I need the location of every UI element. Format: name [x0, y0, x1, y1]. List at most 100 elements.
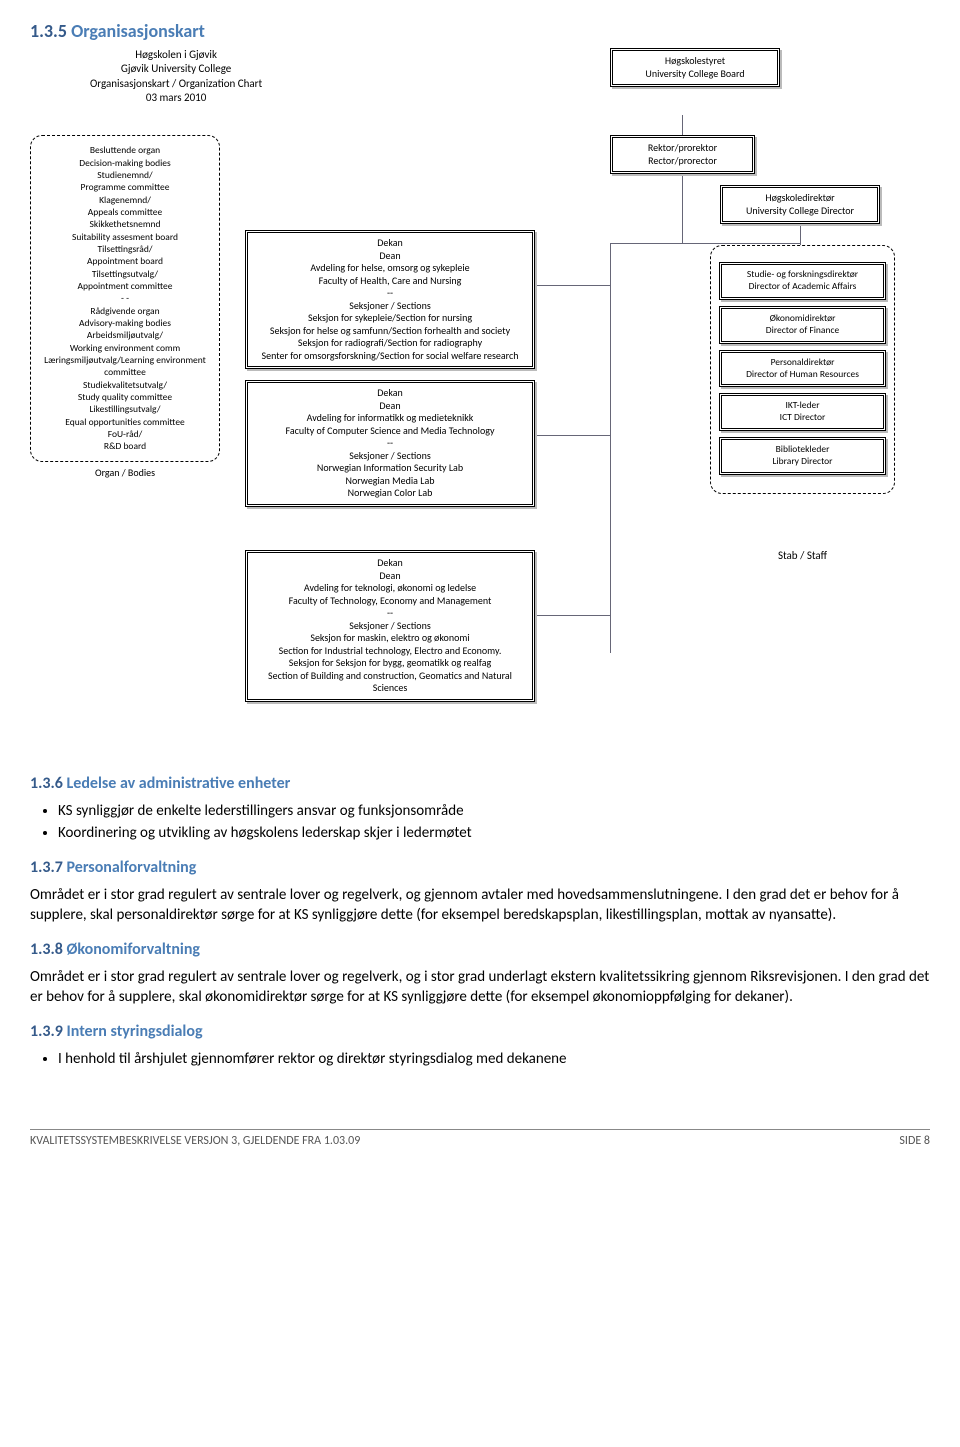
- sec-title: Personalforvaltning: [67, 858, 197, 877]
- connector: [682, 115, 683, 135]
- sec-num: 1.3.8: [30, 940, 63, 959]
- stab-item-box: IKT-lederICT Director: [719, 393, 886, 431]
- director-box: Høgskoledirektør University College Dire…: [720, 185, 880, 224]
- director-l2: University College Director: [733, 205, 867, 218]
- stab-item-l2: Director of Academic Affairs: [732, 281, 873, 293]
- bodies-caption: Organ / Bodies: [30, 466, 220, 479]
- stab-item-l2: Library Director: [732, 456, 873, 468]
- rector-box: Rektor/prorektor Rector/prorector: [610, 135, 755, 174]
- faculty-health-box: DekanDeanAvdeling for helse, omsorg og s…: [245, 230, 535, 369]
- stab-item-l2: ICT Director: [732, 412, 873, 424]
- box-line: Seksjon for sykepleie/Section for nursin…: [258, 312, 522, 325]
- box-line: Dekan: [258, 387, 522, 400]
- bodies-line: Likestillingsutvalg/: [37, 403, 213, 415]
- bodies-line: Suitability assesment board: [37, 231, 213, 243]
- box-line: --: [258, 437, 522, 450]
- bodies-line: Klagenemnd/: [37, 194, 213, 206]
- bullet: I henhold til årshjulet gjennomfører rek…: [58, 1049, 930, 1069]
- bullet: KS synliggjør de enkelte lederstillinger…: [58, 801, 930, 821]
- bodies-line: Equal opportunities committee: [37, 416, 213, 428]
- connector: [610, 243, 611, 653]
- box-line: Dekan: [258, 557, 522, 570]
- box-line: Sciences: [258, 682, 522, 695]
- bodies-line: Advisory-making bodies: [37, 317, 213, 329]
- bodies-line: Rådgivende organ: [37, 305, 213, 317]
- org-title: Høgskolen i Gjøvik Gjøvik University Col…: [90, 48, 262, 105]
- bullets-1-3-9: I henhold til årshjulet gjennomfører rek…: [58, 1049, 930, 1069]
- board-l1: Høgskolestyret: [623, 55, 767, 68]
- faculty-tech-box: DekanDeanAvdeling for teknologi, økonomi…: [245, 550, 535, 702]
- box-line: Avdeling for helse, omsorg og sykepleie: [258, 262, 522, 275]
- para-1-3-7: Området er i stor grad regulert av sentr…: [30, 885, 930, 926]
- box-line: --: [258, 287, 522, 300]
- box-line: Avdeling for teknologi, økonomi og ledel…: [258, 582, 522, 595]
- heading-1-3-6: 1.3.6 Ledelse av administrative enheter: [30, 773, 930, 795]
- bodies-line: Programme committee: [37, 181, 213, 193]
- org-title-l3: Organisasjonskart / Organization Chart: [90, 77, 262, 91]
- sec-title: Intern styringsdialog: [67, 1022, 203, 1041]
- box-line: Seksjon for radiografi/Section for radio…: [258, 337, 522, 350]
- connector: [532, 615, 610, 616]
- body-text: 1.3.6 Ledelse av administrative enheter …: [30, 773, 930, 1069]
- org-chart: Rektor/prorektor Rector/prorector Høgsko…: [30, 115, 930, 745]
- stab-item-l1: Personaldirektør: [732, 357, 873, 369]
- bodies-line: Working environment comm: [37, 342, 213, 354]
- page-footer: KVALITETSSYSTEMBESKRIVELSE VERSJON 3, GJ…: [30, 1129, 930, 1148]
- bodies-line: Arbeidsmiljøutvalg/: [37, 329, 213, 341]
- bodies-line: Besluttende organ: [37, 144, 213, 156]
- connector: [532, 285, 610, 286]
- bodies-line: Tilsettingsutvalg/: [37, 268, 213, 280]
- heading-1-3-9: 1.3.9 Intern styringsdialog: [30, 1021, 930, 1043]
- stab-item-box: Studie- og forskningsdirektørDirector of…: [719, 262, 886, 300]
- org-title-l1: Høgskolen i Gjøvik: [90, 48, 262, 62]
- stab-item-box: ØkonomidirektørDirector of Finance: [719, 306, 886, 344]
- sec-title: Økonomiforvaltning: [67, 940, 201, 959]
- box-line: --: [258, 607, 522, 620]
- chart-header: Høgskolen i Gjøvik Gjøvik University Col…: [30, 48, 930, 105]
- stab-item-l2: Director of Finance: [732, 325, 873, 337]
- sec-title: Ledelse av administrative enheter: [67, 774, 291, 793]
- bodies-line: Appointment committee: [37, 280, 213, 292]
- box-line: Norwegian Information Security Lab: [258, 462, 522, 475]
- box-line: Avdeling for informatikk og medieteknikk: [258, 412, 522, 425]
- box-line: Norwegian Color Lab: [258, 487, 522, 500]
- bodies-line: Studienemnd/: [37, 169, 213, 181]
- heading-1-3-5: 1.3.5 Organisasjonskart: [30, 20, 930, 42]
- bodies-line: Appointment board: [37, 255, 213, 267]
- director-l1: Høgskoledirektør: [733, 192, 867, 205]
- heading-1-3-7: 1.3.7 Personalforvaltning: [30, 857, 930, 879]
- bullets-1-3-6: KS synliggjør de enkelte lederstillinger…: [58, 801, 930, 844]
- bodies-group: Besluttende organDecision-making bodiesS…: [30, 135, 220, 479]
- bodies-box: Besluttende organDecision-making bodiesS…: [30, 135, 220, 462]
- sec-num: 1.3.6: [30, 774, 63, 793]
- stab-box: Studie- og forskningsdirektørDirector of…: [710, 245, 895, 494]
- bodies-line: FoU-råd/: [37, 428, 213, 440]
- footer-left: KVALITETSSYSTEMBESKRIVELSE VERSJON 3, GJ…: [30, 1134, 360, 1148]
- bodies-line: - -: [37, 292, 213, 304]
- bodies-line: Tilsettingsråd/: [37, 243, 213, 255]
- heading-num: 1.3.5: [30, 20, 67, 42]
- bodies-line: Studiekvalitetsutvalg/: [37, 379, 213, 391]
- bodies-line: R&D board: [37, 440, 213, 452]
- rector-l1: Rektor/prorektor: [623, 142, 742, 155]
- sec-num: 1.3.9: [30, 1022, 63, 1041]
- board-box: Høgskolestyret University College Board: [610, 48, 780, 87]
- bullet: Koordinering og utvikling av høgskolens …: [58, 823, 930, 843]
- footer-right: SIDE 8: [899, 1134, 930, 1148]
- rector-l2: Rector/prorector: [623, 155, 742, 168]
- box-line: Seksjon for maskin, elektro og økonomi: [258, 632, 522, 645]
- bodies-line: Appeals committee: [37, 206, 213, 218]
- stab-item-box: PersonaldirektørDirector of Human Resour…: [719, 350, 886, 388]
- faculty-cs-box: DekanDeanAvdeling for informatikk og med…: [245, 380, 535, 507]
- connector: [610, 243, 800, 244]
- stab-item-box: BiblioteklederLibrary Director: [719, 437, 886, 475]
- para-1-3-8: Området er i stor grad regulert av sentr…: [30, 967, 930, 1008]
- bodies-line: Læringsmiljøutvalg/Learning environment: [37, 354, 213, 366]
- box-line: Seksjon for Seksjon for bygg, geomatikk …: [258, 657, 522, 670]
- box-line: Senter for omsorgsforskning/Section for …: [258, 350, 522, 363]
- board-l2: University College Board: [623, 68, 767, 81]
- heading-title: Organisasjonskart: [71, 20, 205, 42]
- connector: [532, 435, 610, 436]
- connector: [682, 163, 683, 243]
- bodies-line: Study quality committee: [37, 391, 213, 403]
